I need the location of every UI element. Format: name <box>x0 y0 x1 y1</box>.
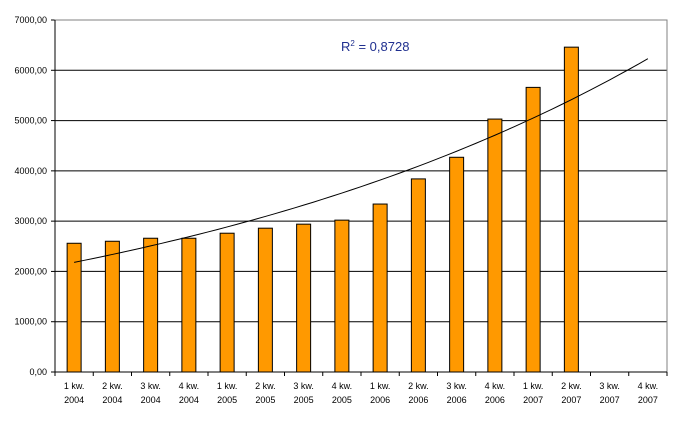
y-tick-label: 6000,00 <box>14 65 47 75</box>
y-tick-label: 0,00 <box>29 367 47 377</box>
x-tick-label-year: 2004 <box>64 395 84 405</box>
y-tick-label: 4000,00 <box>14 166 47 176</box>
r-squared-value: = 0,8728 <box>355 39 410 54</box>
r-squared-prefix: R <box>341 39 350 54</box>
bar <box>372 203 388 373</box>
x-tick-label-year: 2005 <box>217 395 237 405</box>
bar <box>487 118 503 373</box>
x-tick-label-year: 2006 <box>408 395 428 405</box>
x-tick-label-year: 2004 <box>141 395 161 405</box>
x-tick-label-quarter: 4 kw. <box>332 381 353 391</box>
x-tick-label-quarter: 1 kw. <box>370 381 391 391</box>
y-tick-label: 3000,00 <box>14 216 47 226</box>
x-tick-label: 4 kw. 2007 <box>638 381 659 405</box>
x-tick-label-quarter: 3 kw. <box>140 381 161 391</box>
trendline-group <box>74 58 649 263</box>
bar <box>181 237 197 373</box>
x-tick-label: 1 kw. 2006 <box>370 381 391 405</box>
bar <box>257 227 273 373</box>
x-tick-label: 1 kw. 2004 <box>64 381 85 405</box>
x-tick-label-quarter: 4 kw. <box>179 381 200 391</box>
r-squared-superscript: 2 <box>350 39 355 48</box>
y-tick-label: 2000,00 <box>14 266 47 276</box>
x-tick-label: 2 kw. 2007 <box>561 381 582 405</box>
x-tick-label: 3 kw. 2004 <box>140 381 161 405</box>
x-tick-label-quarter: 2 kw. <box>102 381 123 391</box>
x-tick-label: 4 kw. 2005 <box>332 381 353 405</box>
bar <box>66 242 82 373</box>
bar <box>410 178 426 373</box>
x-tick-label: 3 kw. 2005 <box>293 381 314 405</box>
x-tick-label-quarter: 1 kw. <box>523 381 544 391</box>
x-tick-label: 4 kw. 2006 <box>485 381 506 405</box>
bar <box>334 219 350 373</box>
x-tick-label-quarter: 4 kw. <box>485 381 506 391</box>
x-tick-label-quarter: 1 kw. <box>217 381 238 391</box>
r-squared-label: R2 = 0,8728 <box>341 39 409 54</box>
x-tick-label-year: 2004 <box>179 395 199 405</box>
x-tick-label-quarter: 3 kw. <box>446 381 467 391</box>
x-tick-label-year: 2004 <box>102 395 122 405</box>
bar <box>563 46 579 373</box>
x-tick-label-year: 2007 <box>523 395 543 405</box>
x-tick-label-quarter: 2 kw. <box>408 381 429 391</box>
x-tick-label-quarter: 4 kw. <box>638 381 659 391</box>
y-tick-label: 7000,00 <box>14 15 47 25</box>
x-tick-label: 3 kw. 2006 <box>446 381 467 405</box>
x-tick-label-year: 2007 <box>600 395 620 405</box>
x-tick-label-quarter: 2 kw. <box>255 381 276 391</box>
x-tick-label: 1 kw. 2007 <box>523 381 544 405</box>
x-tick-label-year: 2007 <box>561 395 581 405</box>
x-tick-label: 4 kw. 2004 <box>179 381 200 405</box>
x-tick-label: 2 kw. 2005 <box>255 381 276 405</box>
x-tick-label: 1 kw. 2005 <box>217 381 238 405</box>
y-tick-label: 1000,00 <box>14 317 47 327</box>
x-tick-label-quarter: 3 kw. <box>599 381 620 391</box>
bar <box>449 156 465 373</box>
x-tick-label-year: 2005 <box>332 395 352 405</box>
bar <box>219 232 235 373</box>
x-tick-label-year: 2005 <box>294 395 314 405</box>
x-tick-label: 2 kw. 2004 <box>102 381 123 405</box>
x-tick-label-year: 2007 <box>638 395 658 405</box>
bar <box>525 86 541 373</box>
bars <box>66 46 579 373</box>
y-tick-labels: 0,00 1000,00 2000,00 3000,00 4000,00 5000,00 6… <box>14 15 47 377</box>
x-tick-label-year: 2006 <box>447 395 467 405</box>
bar <box>143 237 159 373</box>
x-tick-label-quarter: 3 kw. <box>293 381 314 391</box>
y-tick-label: 5000,00 <box>14 116 47 126</box>
axes <box>51 19 668 376</box>
bar <box>296 223 312 373</box>
x-tick-label: 3 kw. 2007 <box>599 381 620 405</box>
bar <box>104 240 120 373</box>
x-tick-label-year: 2006 <box>370 395 390 405</box>
x-tick-label: 2 kw. 2006 <box>408 381 429 405</box>
trendline <box>74 58 649 263</box>
x-tick-label-quarter: 1 kw. <box>64 381 85 391</box>
x-tick-label-year: 2005 <box>255 395 275 405</box>
x-tick-label-quarter: 2 kw. <box>561 381 582 391</box>
x-tick-label-year: 2006 <box>485 395 505 405</box>
